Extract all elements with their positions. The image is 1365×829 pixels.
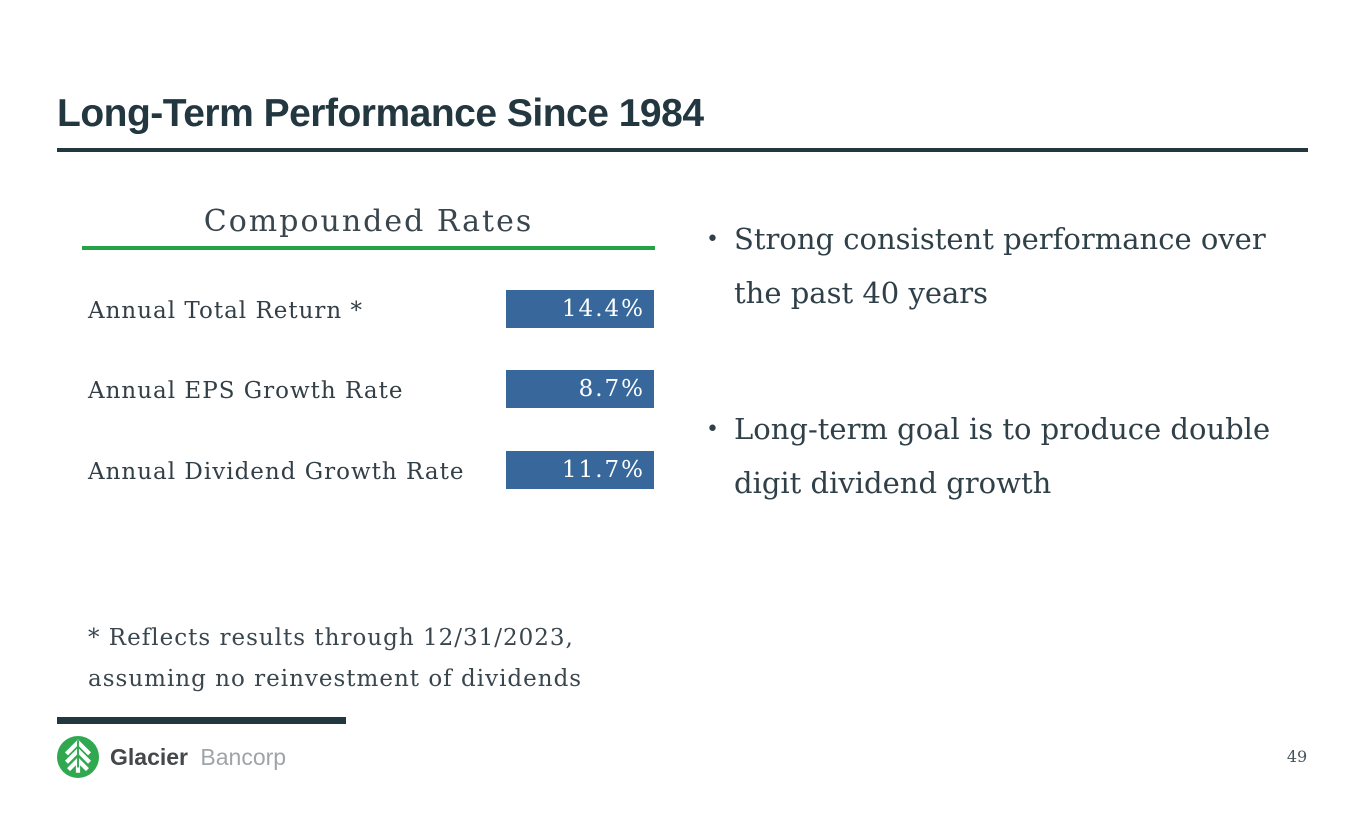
- slide-title: Long-Term Performance Since 1984: [57, 92, 704, 135]
- glacier-tree-icon: [57, 736, 99, 778]
- logo-text-glacier: Glacier: [110, 743, 188, 770]
- logo-text-bancorp: Bancorp: [200, 743, 287, 770]
- row-label-annual-total-return: Annual Total Return *: [88, 298, 364, 324]
- heading-green-divider: [82, 246, 655, 250]
- bullet-text-dividend-goal: Long-term goal is to produce double digi…: [734, 402, 1270, 510]
- bar-annual-dividend-growth: 11.7%: [506, 451, 654, 489]
- bar-annual-eps-growth: 8.7%: [506, 370, 654, 408]
- page-number: 49: [1286, 747, 1308, 766]
- bar-value-annual-eps-growth: 8.7%: [578, 376, 645, 402]
- bullet-list: • Strong consistent performance over the…: [706, 212, 1306, 562]
- logo-wordmark: Glacier Bancorp: [110, 744, 286, 771]
- footnote-line-2: assuming no reinvestment of dividends: [88, 666, 583, 692]
- row-label-annual-eps-growth: Annual EPS Growth Rate: [88, 378, 404, 404]
- compounded-rates-heading: Compounded Rates: [203, 204, 534, 239]
- bullet-text-performance: Strong consistent performance over the p…: [734, 212, 1266, 320]
- bullet2-line1: Long-term goal is to produce double: [734, 412, 1271, 446]
- footnote: * Reflects results through 12/31/2023, a…: [88, 618, 582, 700]
- row-label-annual-dividend-growth: Annual Dividend Growth Rate: [88, 459, 465, 485]
- bullet-item-dividend-goal: • Long-term goal is to produce double di…: [706, 402, 1306, 510]
- title-divider: [57, 148, 1308, 152]
- bar-value-annual-total-return: 14.4%: [561, 296, 645, 322]
- bullet-icon: •: [706, 417, 719, 442]
- bullet1-line2: the past 40 years: [734, 276, 989, 310]
- bar-value-annual-dividend-growth: 11.7%: [561, 457, 645, 483]
- bar-annual-total-return: 14.4%: [506, 290, 654, 328]
- glacier-bancorp-logo: Glacier Bancorp: [57, 736, 286, 778]
- bullet-icon: •: [706, 227, 719, 252]
- footer-accent-bar: [57, 717, 346, 724]
- bullet1-line1: Strong consistent performance over: [734, 222, 1266, 256]
- bullet2-line2: digit dividend growth: [734, 466, 1052, 500]
- bullet-item-performance: • Strong consistent performance over the…: [706, 212, 1306, 320]
- footnote-line-1: * Reflects results through 12/31/2023,: [88, 625, 574, 651]
